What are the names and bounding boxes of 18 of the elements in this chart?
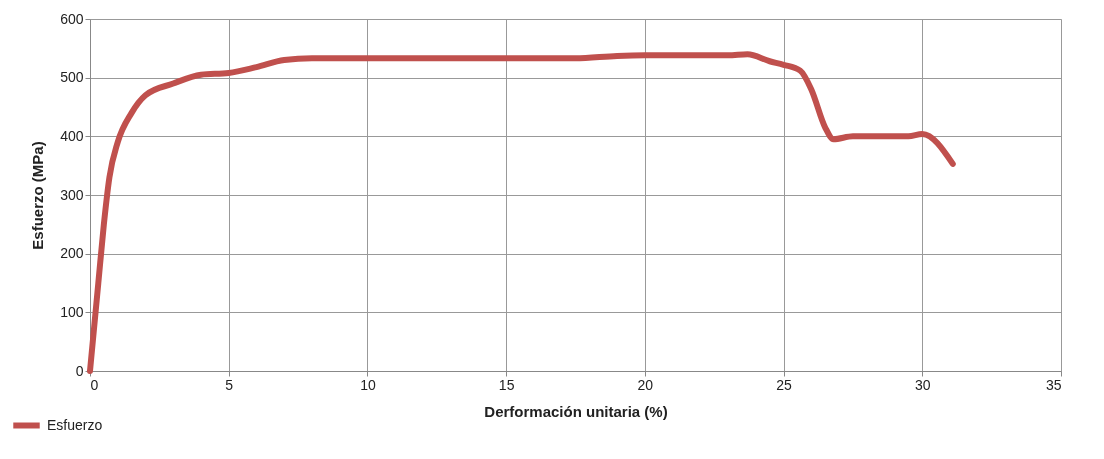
y-tick-label: 500 xyxy=(60,69,84,86)
x-tick-label: 15 xyxy=(498,376,515,393)
x-tick-label: 20 xyxy=(637,376,654,393)
y-tick-label: 600 xyxy=(60,10,84,27)
y-axis-title: Esfuerzo (MPa) xyxy=(29,141,47,250)
y-tick-label: 200 xyxy=(60,245,84,262)
x-tick-label: 25 xyxy=(776,376,793,393)
y-tick-label: 100 xyxy=(60,303,84,320)
x-tick-label: 5 xyxy=(225,376,234,393)
x-axis-title: Derformación unitaria (%) xyxy=(484,402,668,420)
y-tick-label: 0 xyxy=(75,362,84,379)
y-tick-label: 300 xyxy=(60,186,84,203)
x-tick-label: 35 xyxy=(1045,376,1062,393)
legend-label: Esfuerzo xyxy=(47,416,103,433)
x-tick-label: 10 xyxy=(360,376,376,393)
x-tick-label: 0 xyxy=(90,376,99,393)
y-tick-label: 400 xyxy=(60,127,84,144)
x-tick-label: 30 xyxy=(915,376,931,393)
